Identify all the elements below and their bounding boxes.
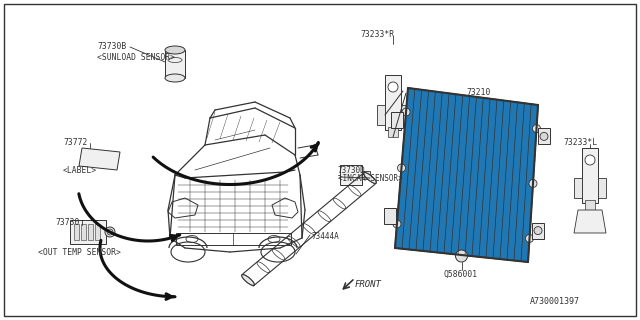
Text: FRONT: FRONT [355,280,382,289]
Text: 73730B: 73730B [97,42,126,51]
Ellipse shape [165,46,185,54]
Circle shape [393,220,401,228]
Ellipse shape [105,227,115,237]
Bar [585,200,595,210]
Circle shape [456,250,467,262]
Bar [388,127,398,137]
Bar [392,112,403,128]
Bar [81,224,86,240]
Polygon shape [395,88,538,262]
Bar [385,75,401,130]
Bar [582,148,598,203]
Text: <INCAR SENSOR>: <INCAR SENSOR> [338,174,403,183]
Text: A730001397: A730001397 [530,297,580,306]
Bar [362,171,370,179]
Circle shape [529,180,537,188]
Circle shape [532,124,541,132]
Text: 73233*R: 73233*R [360,30,394,39]
Ellipse shape [242,275,254,285]
Bar [532,223,544,239]
Bar [165,50,185,78]
Ellipse shape [107,229,113,235]
Polygon shape [574,210,606,233]
Circle shape [540,132,548,140]
Ellipse shape [364,172,376,183]
Text: 73210: 73210 [466,88,490,97]
Text: 73730: 73730 [55,218,79,227]
Circle shape [525,235,534,243]
Text: <LABEL>: <LABEL> [63,166,97,175]
Bar [176,233,291,245]
Text: 73444A: 73444A [312,232,340,241]
Circle shape [534,227,542,235]
Ellipse shape [388,82,398,92]
Text: 73233*L: 73233*L [563,138,597,147]
Bar [538,128,550,144]
Polygon shape [79,148,120,170]
Ellipse shape [165,74,185,82]
Bar [383,208,396,224]
Bar [95,224,100,240]
Text: 73730D: 73730D [338,166,365,175]
Circle shape [402,108,410,116]
Ellipse shape [585,155,595,165]
Bar [74,224,79,240]
Bar [340,165,362,185]
Text: 73772: 73772 [63,138,88,147]
Text: <SUNLOAD SENSOR>: <SUNLOAD SENSOR> [97,53,175,62]
Bar [377,105,385,125]
Bar [574,178,582,198]
Bar [88,224,93,240]
Polygon shape [395,88,538,262]
Circle shape [397,164,406,172]
Bar [401,105,409,125]
Text: <OUT TEMP SENSOR>: <OUT TEMP SENSOR> [38,248,121,257]
Bar [598,178,606,198]
Text: Q586001: Q586001 [444,270,477,279]
Bar [70,220,106,244]
